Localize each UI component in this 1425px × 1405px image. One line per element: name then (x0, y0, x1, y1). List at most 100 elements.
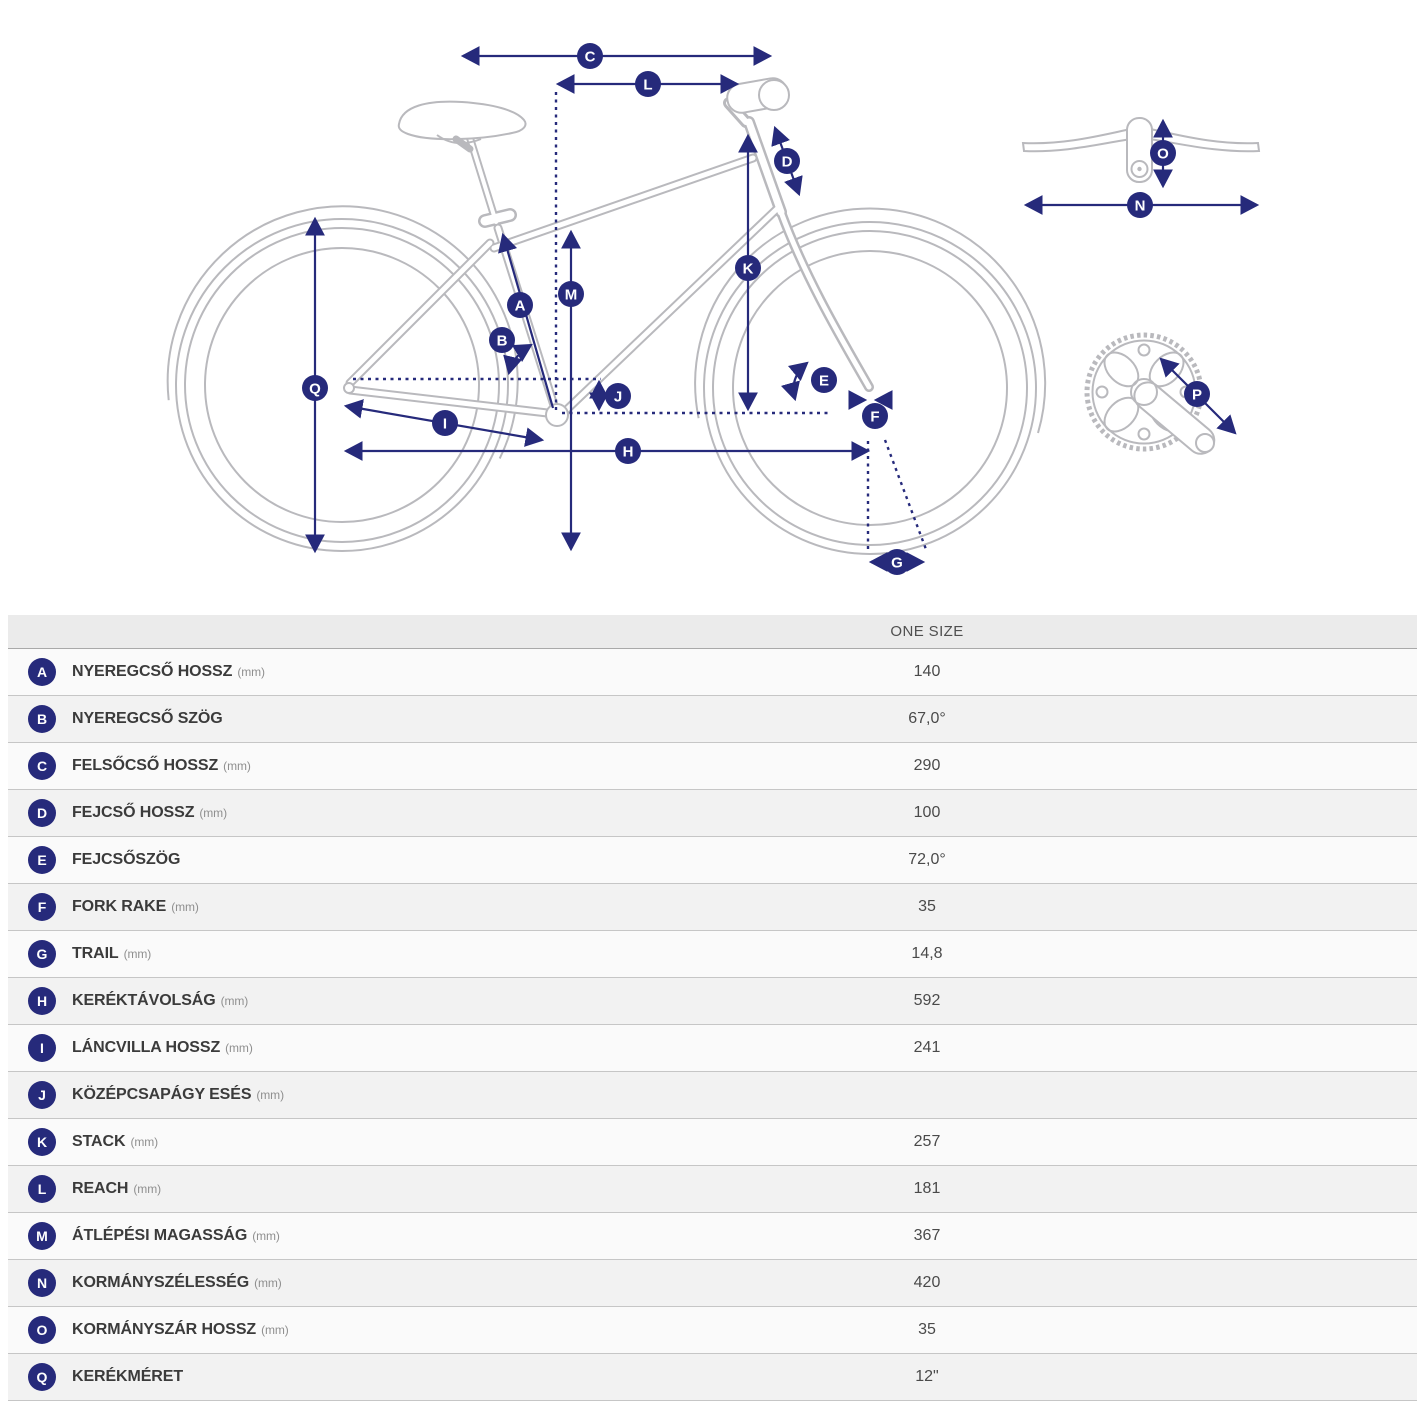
table-row: M ÁTLÉPÉSI MAGASSÁG (mm) 367 (8, 1212, 1417, 1259)
table-row: H KERÉKTÁVOLSÁG (mm) 592 (8, 977, 1417, 1024)
svg-text:F: F (870, 409, 879, 426)
handlebar-grip-side (726, 77, 790, 114)
row-unit: (mm) (225, 1041, 253, 1055)
diagram-marker-K: K (735, 255, 761, 281)
table-row: O KORMÁNYSZÁR HOSSZ (mm) 35 (8, 1306, 1417, 1353)
row-label: ÁTLÉPÉSI MAGASSÁG (72, 1227, 248, 1244)
table-row: A NYEREGCSŐ HOSSZ (mm) 140 (8, 649, 1417, 695)
row-value: 290 (913, 757, 941, 774)
row-value: 257 (913, 1133, 941, 1150)
svg-text:A: A (515, 298, 526, 315)
row-value: 140 (913, 663, 941, 680)
svg-text:G: G (891, 555, 903, 572)
row-letter-badge: D (28, 799, 56, 827)
row-unit: (mm) (171, 900, 199, 914)
svg-text:D: D (782, 154, 793, 171)
svg-text:K: K (743, 261, 754, 278)
rear-dropout (343, 382, 355, 394)
diagram-marker-L: L (635, 71, 661, 97)
diagram-marker-B: B (489, 327, 515, 353)
rear-wheel (166, 205, 519, 552)
row-letter-badge: M (28, 1222, 56, 1250)
row-label-cell: KORMÁNYSZÉLESSÉG (mm) (72, 1274, 622, 1292)
row-letter-badge: O (28, 1316, 56, 1344)
diagram-marker-D: D (774, 148, 800, 174)
svg-text:Q: Q (309, 381, 321, 398)
front-fender (694, 207, 1047, 434)
table-row: Q KERÉKMÉRET 12" (8, 1353, 1417, 1400)
row-value: 100 (913, 804, 941, 821)
row-value: 420 (913, 1274, 941, 1291)
diagram-marker-C: C (577, 43, 603, 69)
row-letter-badge: L (28, 1175, 56, 1203)
diagram-marker-F: F (862, 403, 888, 429)
row-letter-badge: G (28, 940, 56, 968)
row-unit: (mm) (261, 1323, 289, 1337)
svg-text:H: H (623, 444, 634, 461)
row-unit: (mm) (252, 1229, 280, 1243)
row-letter-badge: C (28, 752, 56, 780)
table-header-row: ONE SIZE (8, 615, 1417, 649)
row-letter-badge: K (28, 1128, 56, 1156)
row-letter-badge: F (28, 893, 56, 921)
row-label-cell: FEJCSŐSZÖG (72, 851, 622, 869)
table-row: C FELSŐCSŐ HOSSZ (mm) 290 (8, 742, 1417, 789)
marker-layer: A B C D E F G H I J K L M N O P Q (302, 43, 1210, 575)
row-letter-badge: B (28, 705, 56, 733)
row-unit: (mm) (123, 947, 152, 961)
row-label-cell: FORK RAKE (mm) (72, 898, 622, 916)
row-unit: (mm) (199, 806, 227, 820)
row-letter-badge: J (28, 1081, 56, 1109)
diagram-marker-Q: Q (302, 375, 328, 401)
row-label-cell: FEJCSŐ HOSSZ (mm) (72, 804, 622, 822)
table-row: B NYEREGCSŐ SZÖG 67,0° (8, 695, 1417, 742)
row-value: 67,0° (908, 710, 946, 727)
row-label-cell: LÁNCVILLA HOSSZ (mm) (72, 1039, 622, 1057)
diagram-marker-O: O (1150, 140, 1176, 166)
row-unit: (mm) (237, 665, 265, 679)
row-unit: (mm) (256, 1088, 284, 1102)
row-unit: (mm) (133, 1182, 161, 1196)
bike-geometry-diagram: A B C D E F G H I J K L M N O P Q (0, 0, 1425, 615)
row-label-cell: KÖZÉPCSAPÁGY ESÉS (mm) (72, 1086, 622, 1104)
row-label: REACH (72, 1180, 129, 1197)
table-row: K STACK (mm) 257 (8, 1118, 1417, 1165)
row-value: 72,0° (908, 851, 946, 868)
row-value: 35 (918, 1321, 936, 1338)
rear-fender (166, 205, 519, 459)
row-unit: (mm) (130, 1135, 159, 1149)
diagram-marker-N: N (1127, 192, 1153, 218)
diagram-marker-M: M (558, 281, 584, 307)
row-letter-badge: A (28, 658, 56, 686)
row-letter-badge: N (28, 1269, 56, 1297)
table-row: I LÁNCVILLA HOSSZ (mm) 241 (8, 1024, 1417, 1071)
diagram-marker-H: H (615, 438, 641, 464)
row-label: NYEREGCSŐ SZÖG (72, 710, 223, 727)
table-row: G TRAIL (mm) 14,8 (8, 930, 1417, 977)
row-unit: (mm) (254, 1276, 282, 1290)
row-letter-badge: I (28, 1034, 56, 1062)
svg-text:E: E (819, 373, 829, 390)
row-value: 35 (918, 898, 936, 915)
row-letter-badge: Q (28, 1363, 56, 1391)
row-label: FEJCSŐSZÖG (72, 851, 181, 868)
diagram-marker-P: P (1184, 381, 1210, 407)
svg-text:M: M (565, 287, 578, 304)
row-unit: (mm) (223, 759, 251, 773)
row-label-cell: NYEREGCSŐ HOSSZ (mm) (72, 663, 622, 681)
diagram-marker-E: E (811, 367, 837, 393)
size-column-header: ONE SIZE (890, 623, 964, 640)
row-value: 241 (913, 1039, 941, 1056)
row-label: KERÉKMÉRET (72, 1368, 184, 1385)
diagram-marker-A: A (507, 292, 533, 318)
row-unit: (mm) (220, 994, 249, 1008)
table-row: N KORMÁNYSZÉLESSÉG (mm) 420 (8, 1259, 1417, 1306)
svg-text:L: L (643, 77, 652, 94)
row-label: LÁNCVILLA HOSSZ (72, 1039, 221, 1056)
row-label-cell: KORMÁNYSZÁR HOSSZ (mm) (72, 1321, 622, 1339)
row-value: 367 (913, 1227, 941, 1244)
row-letter-badge: E (28, 846, 56, 874)
pedal-hole (1195, 433, 1215, 453)
geometry-table: ONE SIZE A NYEREGCSŐ HOSSZ (mm) 140 B NYE… (8, 615, 1417, 1401)
